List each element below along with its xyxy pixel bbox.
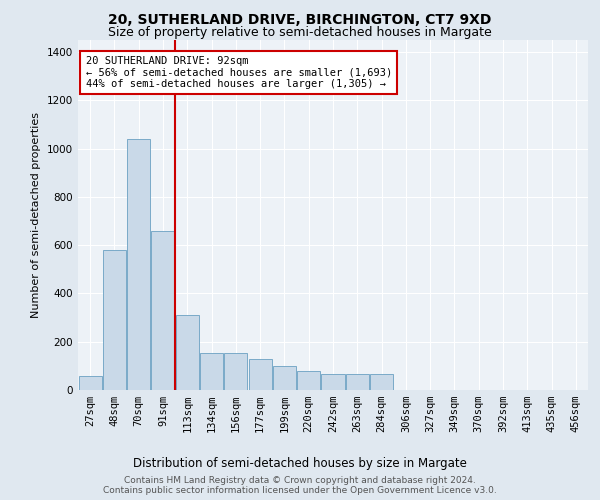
Bar [370,374,393,390]
Bar [346,374,369,390]
Text: 20, SUTHERLAND DRIVE, BIRCHINGTON, CT7 9XD: 20, SUTHERLAND DRIVE, BIRCHINGTON, CT7 9… [109,12,491,26]
Text: Contains HM Land Registry data © Crown copyright and database right 2024.
Contai: Contains HM Land Registry data © Crown c… [103,476,497,495]
Text: 20 SUTHERLAND DRIVE: 92sqm
← 56% of semi-detached houses are smaller (1,693)
44%: 20 SUTHERLAND DRIVE: 92sqm ← 56% of semi… [86,56,392,89]
Bar [79,376,101,390]
Bar [224,352,247,390]
Bar [297,370,320,390]
Bar [103,250,126,390]
Bar [200,352,223,390]
Y-axis label: Number of semi-detached properties: Number of semi-detached properties [31,112,41,318]
Bar [151,230,175,390]
Text: Distribution of semi-detached houses by size in Margate: Distribution of semi-detached houses by … [133,458,467,470]
Bar [322,374,344,390]
Text: Size of property relative to semi-detached houses in Margate: Size of property relative to semi-detach… [108,26,492,39]
Bar [273,366,296,390]
Bar [248,358,272,390]
Bar [176,315,199,390]
Bar [127,139,150,390]
